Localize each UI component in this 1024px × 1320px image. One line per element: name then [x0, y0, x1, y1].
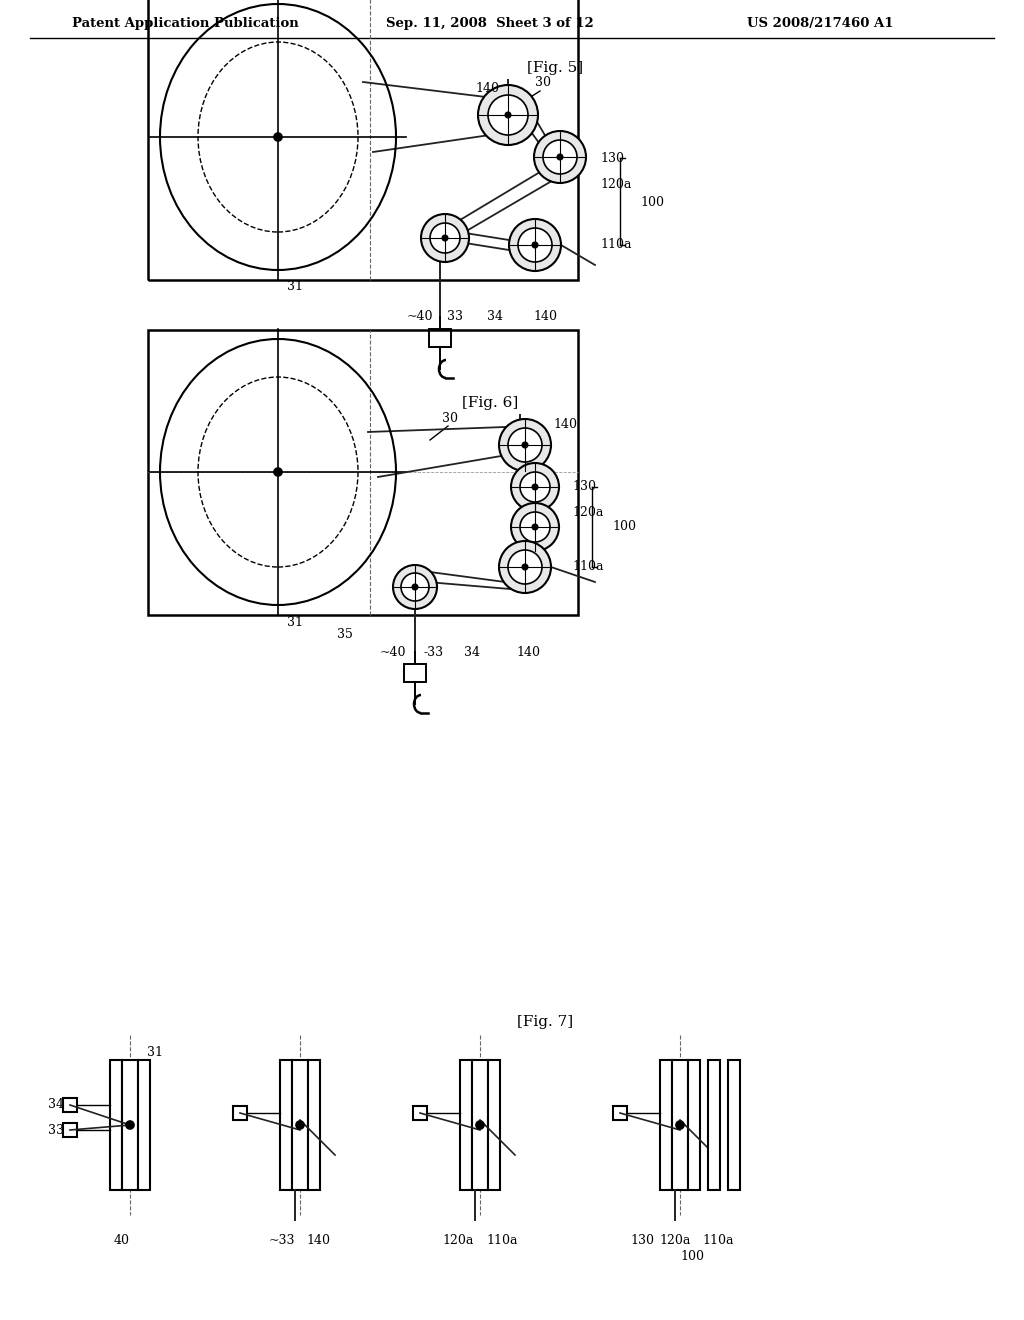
Bar: [110, 1060, 122, 1191]
Bar: [63, 1098, 77, 1111]
Text: 140: 140: [516, 645, 540, 659]
Text: [Fig. 7]: [Fig. 7]: [517, 1015, 573, 1030]
Text: Patent Application Publication: Patent Application Publication: [72, 17, 298, 30]
Bar: [308, 1060, 319, 1191]
Bar: [429, 329, 451, 347]
Text: 31: 31: [287, 615, 303, 628]
Circle shape: [499, 418, 551, 471]
Text: Sep. 11, 2008  Sheet 3 of 12: Sep. 11, 2008 Sheet 3 of 12: [386, 17, 594, 30]
Circle shape: [543, 140, 577, 174]
Text: 130: 130: [600, 152, 624, 165]
Text: 40: 40: [114, 1233, 130, 1246]
Circle shape: [534, 131, 586, 183]
Circle shape: [488, 95, 528, 135]
Text: 33: 33: [48, 1123, 63, 1137]
Text: 110a: 110a: [572, 561, 603, 573]
Bar: [280, 1060, 292, 1191]
Circle shape: [393, 565, 437, 609]
Circle shape: [505, 112, 511, 117]
Text: 33: 33: [447, 310, 463, 323]
Circle shape: [430, 223, 460, 253]
Bar: [138, 1060, 150, 1191]
Text: 30: 30: [535, 77, 551, 90]
Circle shape: [401, 573, 429, 601]
Bar: [472, 1060, 488, 1191]
Circle shape: [274, 133, 282, 141]
Text: 100: 100: [680, 1250, 705, 1263]
Circle shape: [520, 473, 550, 502]
Bar: [672, 1060, 688, 1191]
Circle shape: [476, 1121, 484, 1129]
Text: 130: 130: [630, 1233, 654, 1246]
Circle shape: [557, 154, 563, 160]
Circle shape: [508, 428, 542, 462]
Text: 34: 34: [487, 310, 503, 323]
Bar: [148, 330, 578, 615]
Text: 120a: 120a: [600, 178, 632, 191]
Text: 130: 130: [572, 480, 596, 494]
Text: [Fig. 5]: [Fig. 5]: [527, 61, 583, 75]
Circle shape: [511, 463, 559, 511]
Text: 100: 100: [640, 195, 664, 209]
Bar: [660, 1060, 672, 1191]
Text: 34: 34: [48, 1098, 63, 1111]
Text: 110a: 110a: [702, 1233, 734, 1246]
Text: US 2008/217460 A1: US 2008/217460 A1: [746, 17, 893, 30]
Bar: [688, 1060, 700, 1191]
Bar: [488, 1060, 500, 1191]
Text: 110a: 110a: [486, 1233, 518, 1246]
Text: 30: 30: [442, 412, 458, 425]
Circle shape: [532, 484, 538, 490]
Bar: [728, 1060, 740, 1191]
Text: 35: 35: [337, 628, 353, 642]
Bar: [708, 1060, 720, 1191]
Text: 34: 34: [464, 645, 480, 659]
Text: [Fig. 6]: [Fig. 6]: [462, 396, 518, 411]
Bar: [460, 1060, 472, 1191]
Circle shape: [676, 1121, 684, 1129]
Text: -33: -33: [424, 645, 444, 659]
Bar: [63, 1123, 77, 1137]
Text: 140: 140: [534, 310, 557, 323]
Circle shape: [532, 524, 538, 531]
Circle shape: [532, 242, 538, 248]
Bar: [122, 1060, 138, 1191]
Circle shape: [412, 583, 418, 590]
Text: 120a: 120a: [442, 1233, 474, 1246]
Circle shape: [442, 235, 449, 242]
Text: 120a: 120a: [659, 1233, 690, 1246]
Bar: [148, 0, 578, 280]
Bar: [404, 664, 426, 682]
Circle shape: [511, 503, 559, 550]
Circle shape: [522, 564, 528, 570]
Bar: [292, 1060, 308, 1191]
Circle shape: [478, 84, 538, 145]
Text: 110a: 110a: [600, 239, 632, 252]
Text: ~33: ~33: [268, 1233, 295, 1246]
Text: ~40: ~40: [380, 645, 407, 659]
Text: 140: 140: [553, 418, 577, 432]
Text: 120a: 120a: [572, 506, 603, 519]
Circle shape: [296, 1121, 304, 1129]
Circle shape: [421, 214, 469, 261]
Circle shape: [518, 228, 552, 261]
Circle shape: [509, 219, 561, 271]
Text: 31: 31: [147, 1047, 163, 1060]
Bar: [613, 1106, 627, 1119]
Text: 31: 31: [287, 281, 303, 293]
Circle shape: [499, 541, 551, 593]
Circle shape: [274, 469, 282, 477]
Text: 100: 100: [612, 520, 636, 533]
Text: 140: 140: [475, 82, 499, 95]
Text: 140: 140: [306, 1233, 330, 1246]
Circle shape: [508, 550, 542, 583]
Circle shape: [520, 512, 550, 543]
Circle shape: [126, 1121, 134, 1129]
Bar: [413, 1106, 427, 1119]
Bar: [233, 1106, 247, 1119]
Circle shape: [522, 442, 528, 447]
Text: ~40: ~40: [407, 310, 433, 323]
